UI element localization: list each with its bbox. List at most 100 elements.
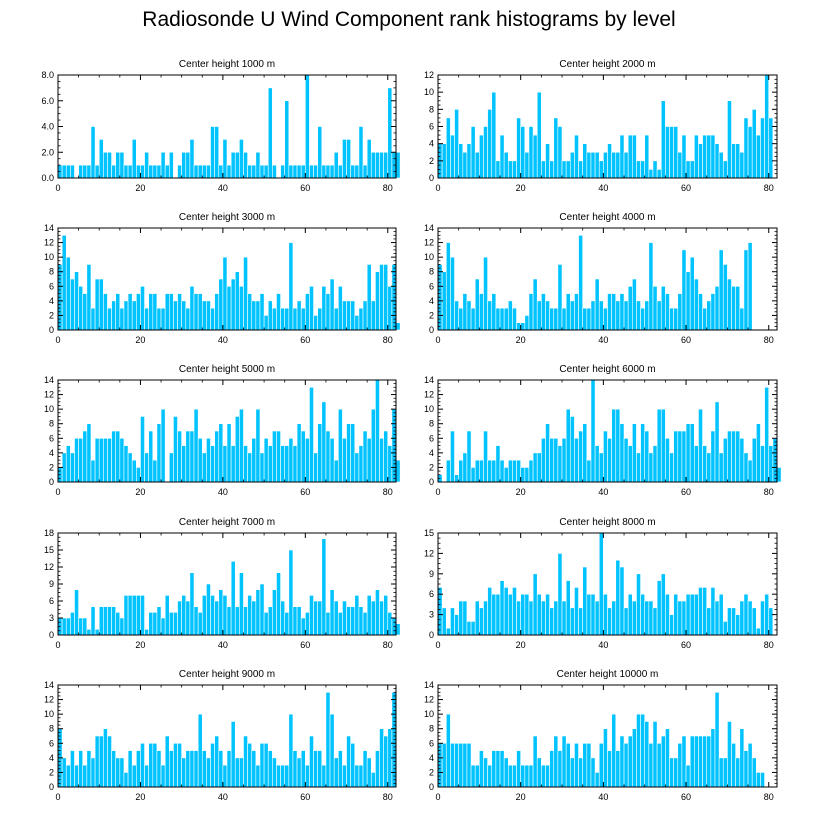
histogram-bar [648, 242, 654, 331]
histogram-bar [189, 430, 195, 483]
histogram-bar [280, 164, 286, 179]
histogram-bar [743, 593, 749, 636]
histogram-bar [731, 607, 736, 636]
histogram-bar [222, 595, 228, 636]
histogram-bar [503, 151, 509, 179]
histogram-bar [346, 606, 351, 636]
histogram-bar [528, 600, 534, 636]
x-tick-label: 20 [516, 792, 526, 802]
histogram-bar [528, 764, 534, 788]
histogram-bar [747, 742, 753, 788]
histogram-bar [370, 408, 376, 483]
histogram-bar [718, 593, 724, 636]
histogram-bar [358, 445, 364, 483]
histogram-bar [441, 742, 447, 788]
y-tick-label: 12 [424, 548, 434, 558]
histogram-bar [582, 307, 588, 331]
histogram-bar [698, 587, 703, 636]
histogram-bar [181, 595, 187, 636]
histogram-bar [325, 430, 331, 483]
histogram-bar [230, 721, 236, 788]
histogram-bar [90, 606, 96, 636]
histogram-bar [255, 589, 261, 636]
histogram-bar [652, 721, 658, 788]
histogram-bar [234, 606, 240, 636]
histogram-bar [193, 293, 199, 331]
histogram-bar [115, 151, 121, 179]
histogram-bar [462, 742, 468, 788]
histogram-bar [603, 151, 608, 179]
histogram-bar [528, 293, 534, 331]
histogram-bar [512, 307, 517, 331]
histogram-bar [660, 285, 666, 331]
histogram-bar [226, 606, 232, 636]
histogram-bar [251, 300, 257, 331]
histogram-panel-5: Center height 5000 m 0 20 40 60 80 0 2 4 6 8 10 12 14 [44, 364, 401, 497]
histogram-bar [243, 256, 248, 331]
histogram-bar [292, 307, 298, 331]
histogram-bar [309, 735, 314, 788]
histogram-bar [727, 607, 732, 636]
histogram-bar [454, 109, 459, 179]
histogram-bar [325, 293, 331, 331]
y-tick-label: 12 [44, 562, 54, 572]
histogram-bar [366, 595, 372, 636]
histogram-bar [479, 459, 484, 483]
y-tick-label: 4 [49, 448, 54, 458]
histogram-bar [156, 750, 162, 788]
x-tick-label: 60 [681, 335, 691, 345]
histogram-bar [329, 278, 335, 331]
histogram-bar [346, 735, 351, 788]
y-tick-label: 9 [49, 579, 54, 589]
histogram-bar [545, 143, 550, 179]
histogram-bar [474, 600, 480, 636]
histogram-bar [619, 566, 625, 636]
histogram-bar [354, 164, 360, 179]
histogram-bar [255, 151, 261, 179]
histogram-bar [362, 430, 368, 483]
histogram-bar [532, 573, 538, 636]
histogram-bar [685, 764, 691, 788]
histogram-bar [607, 750, 612, 788]
histogram-bar [218, 423, 224, 483]
histogram-bar [280, 307, 286, 331]
histogram-bar [82, 430, 88, 483]
histogram-bar [636, 300, 641, 331]
histogram-bar [619, 423, 625, 483]
histogram-bar [259, 293, 265, 331]
histogram-bar [123, 445, 129, 483]
histogram-bar [152, 459, 158, 483]
histogram-bar [119, 307, 125, 331]
x-tick-label: 20 [516, 335, 526, 345]
histogram-bar [234, 757, 240, 788]
histogram-bar [710, 293, 716, 331]
histogram-bar [94, 735, 100, 788]
histogram-bar [594, 600, 600, 636]
histogram-bar [747, 242, 753, 331]
y-tick-label: 15 [424, 528, 434, 538]
histogram-bar [694, 134, 699, 179]
histogram-bar [214, 293, 220, 331]
histogram-bar [462, 151, 468, 179]
histogram-bar [660, 100, 666, 179]
histogram-bar [673, 593, 679, 636]
y-tick-label: 2 [49, 767, 54, 777]
histogram-bar [383, 595, 389, 636]
histogram-bar [292, 164, 298, 179]
histogram-bar [259, 452, 265, 483]
histogram-bar [111, 430, 117, 483]
histogram-bar [103, 293, 108, 331]
histogram-bar [197, 293, 203, 331]
histogram-bar [483, 757, 488, 788]
histogram-bar [201, 452, 207, 483]
histogram-bar [86, 164, 92, 179]
histogram-bar [206, 583, 211, 636]
histogram-bar [474, 278, 480, 331]
histogram-bar [168, 452, 174, 483]
histogram-bar [507, 764, 513, 788]
y-tick-label: 4 [429, 296, 434, 306]
histogram-bar [623, 151, 629, 179]
histogram-bar [383, 151, 389, 179]
histogram-bar [280, 600, 286, 636]
histogram-bar [574, 437, 579, 483]
